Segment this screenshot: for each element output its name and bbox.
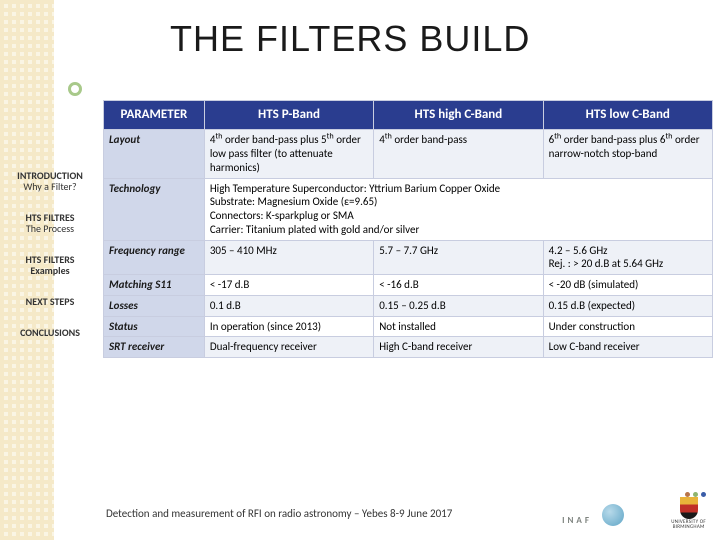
row-cell: 4th order band-pass plus 5th order low p… xyxy=(204,130,373,178)
table-row: Matching S11< -17 d.B< -16 d.B< -20 dB (… xyxy=(104,275,713,296)
table-row: Layout4th order band-pass plus 5th order… xyxy=(104,130,713,178)
row-label: Losses xyxy=(104,295,205,316)
nav-item-1: HTS FILTRESThe Process xyxy=(0,212,100,234)
row-label: SRT receiver xyxy=(104,337,205,358)
row-cell: Low C-band receiver xyxy=(543,337,712,358)
row-cell: < -20 dB (simulated) xyxy=(543,275,712,296)
nav-item-0: INTRODUCTIONWhy a Filter? xyxy=(0,170,100,192)
nav-item-2: HTS FILTERSExamples xyxy=(0,254,100,276)
row-cell: < -16 d.B xyxy=(374,275,543,296)
inaf-logo-text: INAF xyxy=(562,515,592,526)
col-hts-low-c-band: HTS low C-Band xyxy=(543,101,712,130)
nav-item-head: NEXT STEPS xyxy=(0,296,100,307)
row-cell: 6th order band-pass plus 6th order narro… xyxy=(543,130,712,178)
table-row: Losses0.1 d.B0.15 – 0.25 d.B0.15 d.B (ex… xyxy=(104,295,713,316)
nav-item-sub: Examples xyxy=(0,265,100,276)
uob-text-2: BIRMINGHAM xyxy=(671,525,706,530)
row-cell: 0.15 d.B (expected) xyxy=(543,295,712,316)
footer-text: Detection and measurement of RFI on radi… xyxy=(106,507,452,520)
row-cell: 305 – 410 MHz xyxy=(204,240,373,275)
table-row: TechnologyHigh Temperature Superconducto… xyxy=(104,178,713,240)
row-cell: 4th order band-pass xyxy=(374,130,543,178)
nav-item-sub: The Process xyxy=(0,223,100,234)
col-parameter: PARAMETER xyxy=(104,101,205,130)
col-hts-p-band: HTS P-Band xyxy=(204,101,373,130)
filters-table: PARAMETERHTS P-BandHTS high C-BandHTS lo… xyxy=(103,100,713,358)
row-cell: Under construction xyxy=(543,316,712,337)
table-row: StatusIn operation (since 2013)Not insta… xyxy=(104,316,713,337)
row-cell-merged: High Temperature Superconductor: Yttrium… xyxy=(204,178,712,240)
inaf-logo-icon xyxy=(602,504,624,526)
row-cell: 5.7 – 7.7 GHz xyxy=(374,240,543,275)
row-cell: High C-band receiver xyxy=(374,337,543,358)
corner-dots-icon xyxy=(682,483,706,502)
row-cell: Not installed xyxy=(374,316,543,337)
row-label: Technology xyxy=(104,178,205,240)
nav-item-3: NEXT STEPS xyxy=(0,296,100,307)
row-cell: Dual-frequency receiver xyxy=(204,337,373,358)
nav-item-head: CONCLUSIONS xyxy=(0,327,100,338)
nav-item-4: CONCLUSIONS xyxy=(0,327,100,338)
row-cell: 0.1 d.B xyxy=(204,295,373,316)
table-row: Frequency range305 – 410 MHz5.7 – 7.7 GH… xyxy=(104,240,713,275)
row-cell: 4.2 – 5.6 GHzRej. : > 20 d.B at 5.64 GHz xyxy=(543,240,712,275)
col-hts-high-c-band: HTS high C-Band xyxy=(374,101,543,130)
row-label: Layout xyxy=(104,130,205,178)
slide-title: THE FILTERS BUILD xyxy=(170,18,530,60)
nav-item-sub: Why a Filter? xyxy=(0,181,100,192)
row-cell: In operation (since 2013) xyxy=(204,316,373,337)
row-cell: < -17 d.B xyxy=(204,275,373,296)
filters-table-container: PARAMETERHTS P-BandHTS high C-BandHTS lo… xyxy=(103,100,713,358)
row-cell: 0.15 – 0.25 d.B xyxy=(374,295,543,316)
row-label: Status xyxy=(104,316,205,337)
table-row: SRT receiverDual-frequency receiverHigh … xyxy=(104,337,713,358)
row-label: Frequency range xyxy=(104,240,205,275)
title-bullet-icon xyxy=(68,82,82,96)
nav-outline: INTRODUCTIONWhy a Filter? HTS FILTRESThe … xyxy=(0,170,100,358)
row-label: Matching S11 xyxy=(104,275,205,296)
